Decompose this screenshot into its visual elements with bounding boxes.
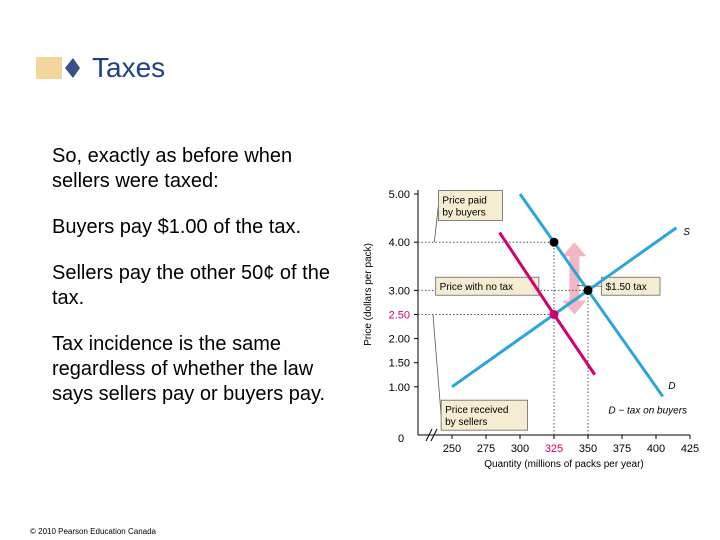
series-label: D — [668, 381, 675, 392]
callout-box — [435, 276, 540, 296]
equilibrium-point — [583, 285, 593, 295]
x-tick-label: 250 — [443, 443, 461, 455]
y-tick-label: 3.00 — [389, 285, 410, 297]
y-tick-label: 5.00 — [389, 189, 410, 201]
x-tick-label: 375 — [613, 443, 631, 455]
callout-label: Price with no tax — [440, 282, 513, 293]
callout-label: by buyers — [442, 208, 485, 219]
series-line — [451, 226, 678, 389]
callout-leader — [432, 314, 442, 416]
callout-box — [440, 399, 528, 431]
tax-arrow-head-up — [562, 242, 587, 257]
x-tick-label: 350 — [579, 443, 597, 455]
x-tick-label: 325 — [545, 443, 563, 455]
y-tick-label: 4.00 — [389, 237, 410, 249]
x-tick-label: 425 — [681, 443, 699, 455]
paragraph-before: So, exactly as before when sellers were … — [52, 145, 293, 192]
paragraph-tax-incidence: Tax incidence is the same regardless of … — [52, 333, 326, 405]
series-label: D − tax on buyers — [608, 405, 687, 416]
x-tick-label: 300 — [511, 443, 529, 455]
x-tick-label: 275 — [477, 443, 495, 455]
y-axis-label: Price (dollars per pack) — [363, 243, 374, 346]
series-label: S — [683, 227, 690, 238]
callout-label: $1.50 tax — [606, 282, 647, 293]
equilibrium-point — [549, 310, 559, 319]
callout-label: Price paid — [442, 196, 486, 207]
callout-box — [438, 190, 503, 221]
paragraph-sellers-pay: Sellers pay the other 50¢ of the tax. — [52, 262, 330, 309]
callout-leader — [433, 205, 439, 243]
axis-break-mark — [430, 428, 438, 442]
callout-leader — [577, 285, 602, 287]
paragraph-buyers-pay: Buyers pay $1.00 of the tax. — [52, 216, 302, 238]
y-tick-label: 2.50 — [389, 310, 410, 322]
copyright: © 2010 Pearson Education Canada — [30, 527, 156, 536]
axis-break-mark — [425, 428, 433, 442]
callout-label: by sellers — [445, 417, 487, 428]
y-tick-label: 2.00 — [389, 334, 410, 346]
y-tick-label: 1.00 — [389, 382, 410, 394]
callout-box — [601, 276, 661, 296]
equilibrium-point — [549, 237, 559, 247]
y-tick-label: 1.50 — [389, 358, 410, 370]
x-origin-label: 0 — [398, 433, 404, 445]
title-decoration-icon — [36, 57, 80, 79]
slide-title: Taxes — [92, 52, 166, 83]
tax-incidence-chart: 250 275 300 325 350 375 400 425 0 1.00 1.50 2.00 2.5… — [363, 189, 699, 470]
x-tick-label: 400 — [647, 443, 665, 455]
body-text: So, exactly as before when sellers were … — [52, 144, 342, 428]
callout-label: Price received — [445, 405, 508, 416]
x-axis-label: Quantity (millions of packs per year) — [484, 459, 644, 470]
